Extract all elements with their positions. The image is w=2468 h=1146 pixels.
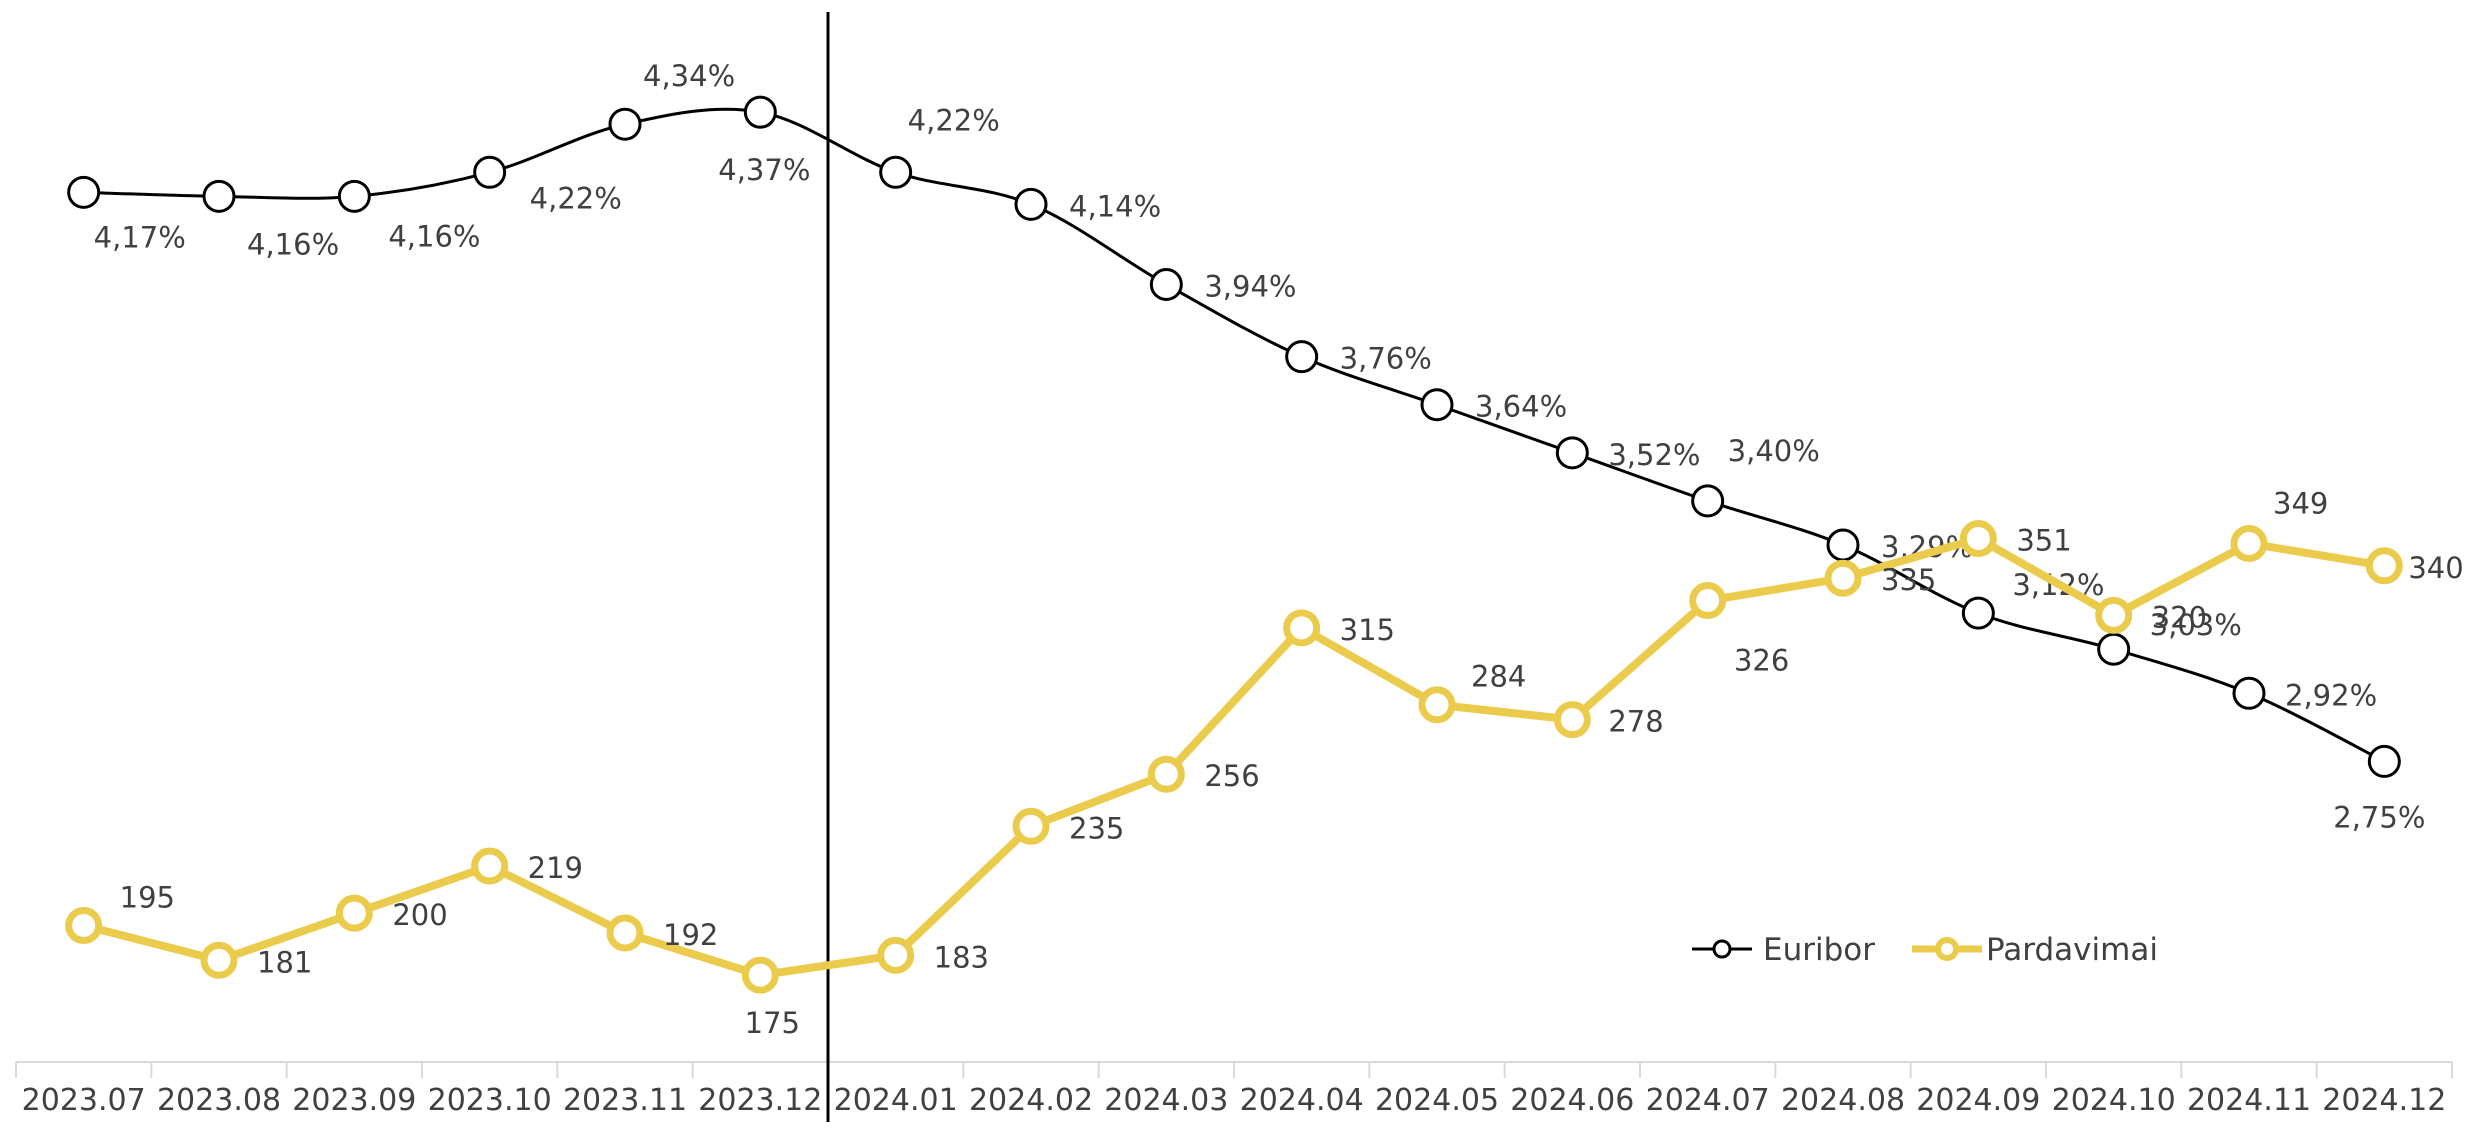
pardavimai-data-label: 195 [120, 881, 175, 915]
euribor-point [1014, 187, 1048, 221]
euribor-point [202, 179, 236, 213]
x-tick-label: 2023.07 [22, 1083, 146, 1118]
legend-pardavimai-marker [1935, 937, 1959, 961]
euribor-data-label: 4,22% [530, 181, 622, 215]
euribor-point [2097, 632, 2131, 666]
pardavimai-point [2230, 524, 2268, 562]
euribor-series: 4,17% 4,16% 4,16% 4,22% 4,34% 4,37% 4,22% 4,14%… [67, 59, 2425, 834]
pardavimai-data-label: 181 [257, 945, 312, 979]
x-tick-label: 2023.11 [563, 1083, 687, 1118]
euribor-point [1555, 436, 1589, 470]
x-tick-label: 2024.07 [1646, 1083, 1770, 1118]
pardavimai-data-label: 349 [2273, 486, 2328, 520]
x-tick-label: 2024.12 [2322, 1083, 2446, 1118]
pardavimai-point [1418, 686, 1456, 724]
euribor-point [743, 95, 777, 129]
euribor-data-label: 2,92% [2285, 678, 2377, 712]
euribor-data-label: 2,75% [2333, 800, 2425, 834]
pardavimai-point [741, 956, 779, 994]
euribor-point [879, 155, 913, 189]
euribor-data-label: 3,76% [1340, 342, 1432, 376]
euribor-point [1420, 388, 1454, 422]
pardavimai-data-label: 335 [1881, 563, 1936, 597]
euribor-data-label: 4,16% [388, 219, 480, 253]
pardavimai-point [471, 847, 509, 885]
pardavimai-data-label: 183 [934, 940, 989, 974]
euribor-data-label: 4,17% [94, 220, 186, 254]
pardavimai-point [2365, 547, 2403, 585]
legend: Euribor Pardavimai [1692, 932, 2158, 968]
pardavimai-series: 195 181 200 219 192 175 183 235 256 315 284 278 326 3… [65, 486, 2464, 1040]
euribor-point [1691, 484, 1725, 518]
euribor-point [1826, 528, 1860, 562]
pardavimai-data-label: 278 [1608, 705, 1663, 739]
euribor-data-label: 4,37% [718, 153, 810, 187]
x-tick-label: 2024.08 [1781, 1083, 1905, 1118]
pardavimai-point [1824, 559, 1862, 597]
pardavimai-data-label: 340 [2408, 551, 2463, 585]
euribor-data-label: 4,16% [247, 227, 339, 261]
x-axis: 2023.07 2023.08 2023.09 2023.10 2023.11 2023.… [15, 1061, 2453, 1118]
pardavimai-point [2095, 596, 2133, 634]
euribor-data-label: 3,03% [2150, 608, 2242, 642]
pardavimai-data-label: 284 [1471, 660, 1526, 694]
pardavimai-point [335, 894, 373, 932]
pardavimai-data-label: 256 [1204, 759, 1259, 793]
euribor-point [1285, 340, 1319, 374]
euribor-data-label: 4,34% [643, 59, 735, 93]
legend-pardavimai-label: Pardavimai [1986, 932, 2158, 968]
x-tick-label: 2024.04 [1240, 1083, 1364, 1118]
pardavimai-data-label: 219 [528, 851, 583, 885]
pardavimai-data-label: 200 [392, 898, 447, 932]
pardavimai-point [1012, 807, 1050, 845]
euribor-data-label: 4,14% [1069, 189, 1161, 223]
euribor-point [1149, 268, 1183, 302]
pardavimai-data-label: 235 [1069, 811, 1124, 845]
pardavimai-point [65, 907, 103, 945]
pardavimai-point [606, 914, 644, 952]
x-tick-label: 2023.10 [428, 1083, 552, 1118]
x-tick-label: 2024.11 [2187, 1083, 2311, 1118]
pardavimai-data-label: 315 [1340, 613, 1395, 647]
x-tick-label: 2024.02 [969, 1083, 1093, 1118]
pardavimai-data-label: 175 [745, 1006, 800, 1040]
euribor-point [2367, 744, 2401, 778]
euribor-point [67, 175, 101, 209]
pardavimai-data-label: 192 [663, 918, 718, 952]
euribor-data-label: 3,52% [1608, 438, 1700, 472]
euribor-data-label: 4,22% [908, 103, 1000, 137]
x-tick-label: 2024.01 [834, 1083, 958, 1118]
x-tick-label: 2024.03 [1104, 1083, 1228, 1118]
pardavimai-point [1689, 582, 1727, 620]
euribor-point [473, 155, 507, 189]
euribor-line [83, 107, 2386, 763]
pardavimai-point [200, 941, 238, 979]
pardavimai-data-label: 326 [1734, 644, 1789, 678]
pardavimai-point [877, 936, 915, 974]
euribor-point [1961, 596, 1995, 630]
x-tick-label: 2024.09 [1916, 1083, 2040, 1118]
pardavimai-point [1147, 755, 1185, 793]
euribor-point [608, 107, 642, 141]
pardavimai-point [1959, 520, 1997, 558]
legend-euribor-marker [1712, 939, 1732, 959]
euribor-point [337, 179, 371, 213]
x-tick-label: 2024.05 [1375, 1083, 1499, 1118]
euribor-data-label: 3,40% [1728, 434, 1820, 468]
legend-euribor-label: Euribor [1763, 932, 1875, 968]
x-tick-label: 2023.09 [292, 1083, 416, 1118]
x-tick-label: 2024.10 [2052, 1083, 2176, 1118]
x-tick-label: 2024.06 [1510, 1083, 1634, 1118]
euribor-point [2232, 676, 2266, 710]
pardavimai-data-label: 351 [2016, 524, 2071, 558]
x-tick-label: 2023.12 [698, 1083, 822, 1118]
pardavimai-data-label: 320 [2152, 600, 2207, 634]
pardavimai-line [82, 534, 2385, 980]
x-tick-label: 2023.08 [157, 1083, 281, 1118]
pardavimai-point [1283, 609, 1321, 647]
euribor-data-label: 3,94% [1204, 270, 1296, 304]
euribor-data-label: 3,64% [1475, 390, 1567, 424]
pardavimai-point [1553, 701, 1591, 739]
